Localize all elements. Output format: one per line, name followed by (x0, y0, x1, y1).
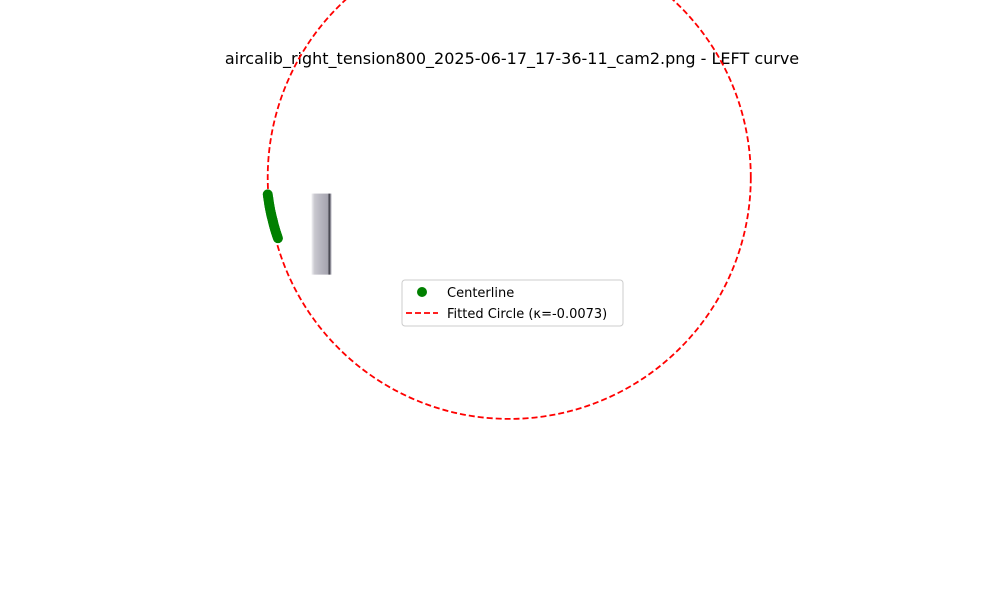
legend-label-fitted-circle: Fitted Circle (κ=-0.0073) (447, 307, 607, 322)
legend-frame (401, 279, 624, 327)
chart-title: aircalib_right_tension800_2025-06-17_17-… (225, 49, 799, 69)
legend-label-centerline: Centerline (447, 286, 514, 301)
fitted-circle-layer (266, 0, 752, 420)
legend-marker-centerline (417, 287, 427, 297)
camera-frame-image (311, 193, 332, 275)
centerline-point (272, 233, 283, 244)
centerline-points-layer (262, 189, 283, 244)
fitted-circle (266, 0, 752, 420)
legend: Centerline Fitted Circle (κ=-0.0073) (401, 279, 624, 327)
